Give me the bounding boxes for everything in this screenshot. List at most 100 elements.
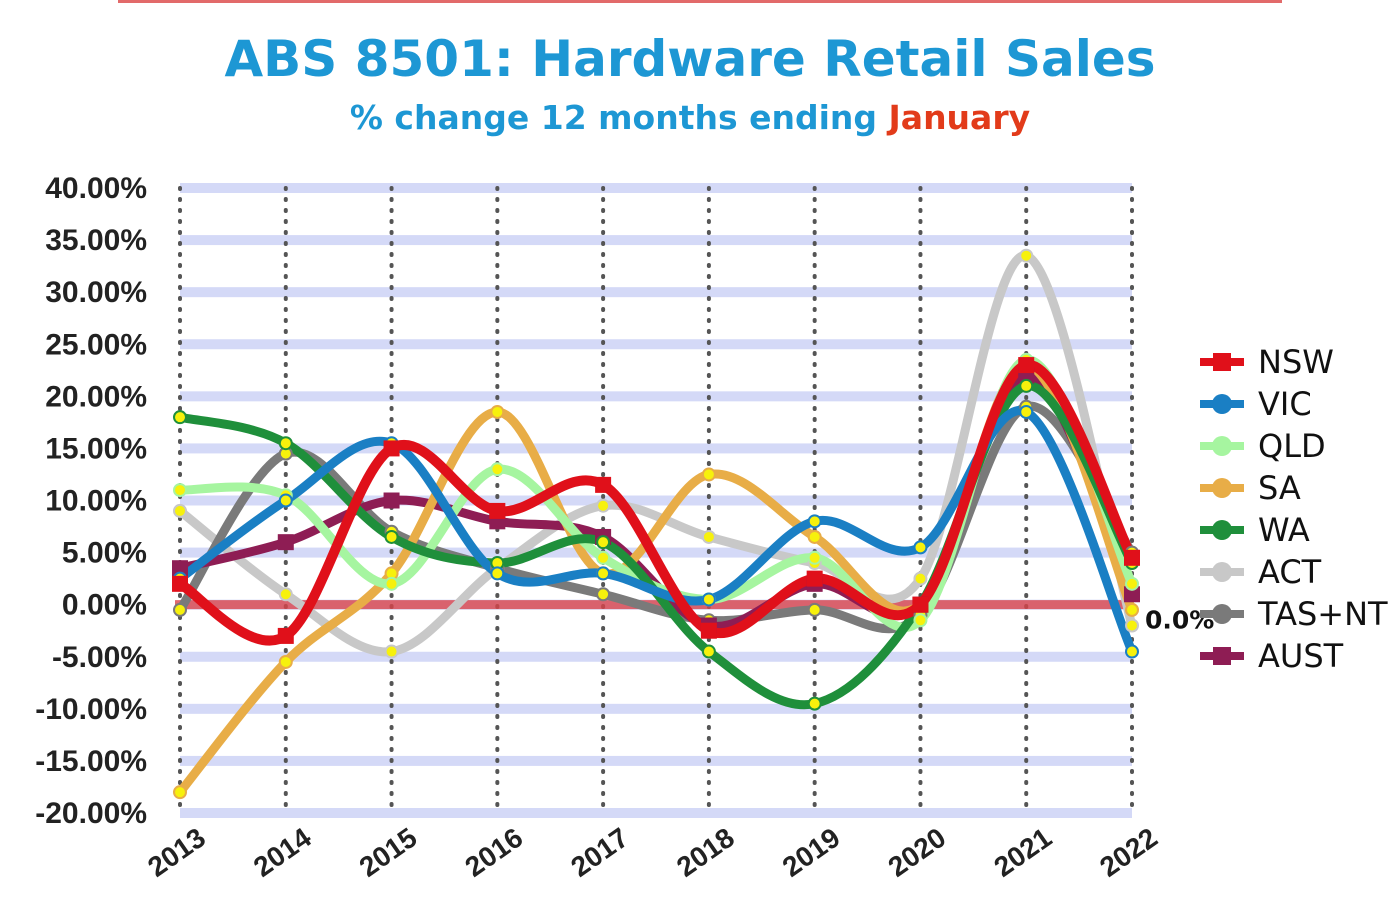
marker-act (173, 503, 187, 518)
legend-marker-wa (1212, 520, 1232, 540)
marker-nsw (383, 440, 400, 457)
marker-sa (278, 654, 293, 669)
subtitle-highlight: January (888, 98, 1031, 137)
marker-wa (596, 535, 611, 550)
y-tick-label: -10.00% (35, 693, 147, 726)
top-rule (118, 0, 1282, 3)
marker-wa (278, 436, 293, 451)
grid-band (180, 755, 1132, 766)
marker-qld (807, 550, 822, 565)
marker-tas-nt (807, 602, 822, 617)
x-tick-label: 2021 (988, 822, 1057, 883)
marker-qld (173, 483, 187, 498)
legend-marker-tas-nt (1212, 604, 1232, 624)
legend-label-qld: QLD (1258, 427, 1326, 465)
series-markers (172, 248, 1140, 800)
y-tick-label: 5.00% (62, 537, 147, 570)
legend: NSW VIC QLD SA WA ACT TAS+NT AUST (1200, 343, 1388, 675)
y-tick-label: 25.00% (45, 328, 147, 361)
marker-vic (807, 514, 822, 529)
legend-label-act: ACT (1258, 553, 1322, 591)
marker-vic (278, 493, 293, 508)
marker-qld (490, 462, 505, 477)
marker-nsw (489, 502, 506, 519)
grid-band (180, 808, 1132, 818)
legend-marker-vic (1212, 394, 1232, 414)
y-tick-label: 0.00% (62, 589, 147, 622)
grid-band (180, 495, 1132, 506)
legend-label-aust: AUST (1258, 637, 1344, 675)
marker-wa (807, 696, 822, 711)
grid-band (180, 339, 1132, 350)
marker-wa (701, 644, 716, 659)
y-tick-label: 40.00% (45, 172, 147, 205)
x-tick-label: 2020 (883, 822, 952, 883)
marker-vic (1019, 404, 1034, 419)
marker-act (1019, 248, 1034, 263)
y-axis-ticks: 40.00% 35.00% 30.00% 25.00% 20.00% 15.00% 10.0… (35, 172, 147, 830)
marker-aust (1124, 586, 1140, 603)
x-tick-label: 2013 (142, 822, 211, 883)
series-line-vic (175, 406, 1137, 657)
marker-vic (1125, 644, 1139, 659)
marker-sa (173, 785, 187, 800)
marker-wa (384, 529, 399, 544)
marker-nsw (912, 596, 929, 613)
marker-tas-nt (173, 602, 187, 617)
x-axis-ticks: 2013 2014 2015 2016 2017 2018 2019 2020 2021 2022 (142, 821, 1163, 882)
x-tick-label: 2015 (354, 822, 423, 883)
grid-band (180, 703, 1132, 714)
marker-wa (1019, 378, 1034, 393)
series-lines (175, 251, 1137, 797)
series-line-nsw (175, 360, 1137, 646)
marker-nsw (277, 627, 294, 644)
x-tick-label: 2017 (565, 822, 634, 883)
marker-qld (913, 613, 928, 628)
y-tick-label: -5.00% (52, 641, 147, 674)
legend-marker-sa (1212, 478, 1232, 498)
x-tick-label: 2016 (459, 822, 528, 883)
marker-vic (701, 592, 716, 607)
grid-band (180, 443, 1132, 454)
grid-bands (180, 183, 1132, 818)
marker-act (1125, 618, 1139, 633)
chart-title: ABS 8501: Hardware Retail Sales (224, 30, 1156, 88)
marker-sa (1125, 602, 1139, 617)
x-tick-label: 2014 (248, 821, 317, 882)
marker-nsw (1018, 357, 1035, 374)
legend-marker-qld (1212, 436, 1232, 456)
marker-wa (173, 410, 187, 425)
marker-qld (384, 576, 399, 591)
legend-label-wa: WA (1258, 511, 1310, 549)
grid-band (180, 391, 1132, 402)
y-tick-label: 30.00% (45, 276, 147, 309)
marker-vic (490, 566, 505, 581)
legend-marker-aust (1213, 647, 1231, 665)
legend-label-vic: VIC (1258, 385, 1312, 423)
marker-nsw (595, 476, 612, 493)
x-tick-label: 2018 (671, 822, 740, 883)
marker-qld (1125, 576, 1139, 591)
marker-nsw (1124, 549, 1140, 566)
chart-subtitle: % change 12 months ending January (0, 98, 1380, 137)
x-tick-label: 2019 (777, 822, 846, 883)
y-tick-label: 15.00% (45, 432, 147, 465)
legend-marker-nsw (1213, 353, 1231, 371)
y-tick-label: 10.00% (45, 485, 147, 518)
marker-nsw (172, 575, 188, 592)
x-tick-label: 2022 (1094, 822, 1163, 883)
marker-act (596, 498, 611, 513)
grid-band (180, 235, 1132, 246)
y-tick-label: 35.00% (45, 224, 147, 257)
legend-label-tas-nt: TAS+NT (1257, 595, 1388, 633)
marker-act (384, 644, 399, 659)
marker-qld (596, 550, 611, 565)
marker-act (701, 529, 716, 544)
legend-marker-act (1212, 562, 1232, 582)
grid-band (180, 183, 1132, 193)
marker-aust (383, 492, 400, 509)
marker-vic (596, 566, 611, 581)
marker-sa (807, 529, 822, 544)
y-tick-label: 20.00% (45, 380, 147, 413)
